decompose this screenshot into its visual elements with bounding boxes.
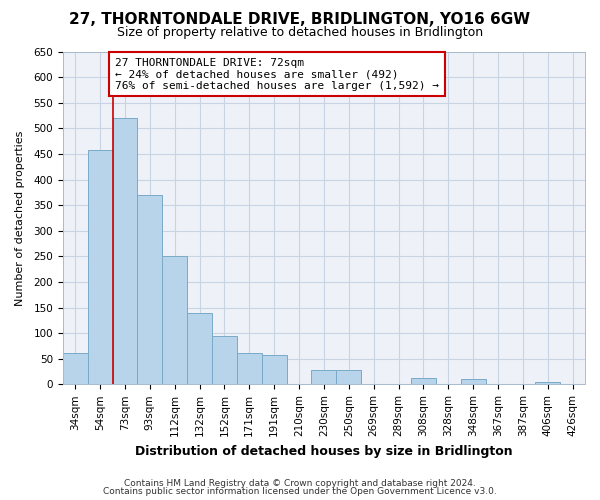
Text: Contains HM Land Registry data © Crown copyright and database right 2024.: Contains HM Land Registry data © Crown c… [124,478,476,488]
Bar [237,352,262,384]
Text: Contains public sector information licensed under the Open Government Licence v3: Contains public sector information licen… [103,487,497,496]
Bar [88,150,113,384]
Bar [187,312,212,384]
Text: 27, THORNTONDALE DRIVE, BRIDLINGTON, YO16 6GW: 27, THORNTONDALE DRIVE, BRIDLINGTON, YO1… [70,12,530,28]
Bar [262,354,287,384]
X-axis label: Distribution of detached houses by size in Bridlington: Distribution of detached houses by size … [135,444,513,458]
Text: 27 THORNTONDALE DRIVE: 72sqm
← 24% of detached houses are smaller (492)
76% of s: 27 THORNTONDALE DRIVE: 72sqm ← 24% of de… [115,58,439,91]
Bar [311,370,337,384]
Bar [411,378,436,384]
Bar [461,379,485,384]
Bar [535,382,560,384]
Bar [212,336,237,384]
Bar [137,195,162,384]
Text: Size of property relative to detached houses in Bridlington: Size of property relative to detached ho… [117,26,483,39]
Bar [162,256,187,384]
Y-axis label: Number of detached properties: Number of detached properties [15,130,25,306]
Bar [63,352,88,384]
Bar [113,118,137,384]
Bar [337,370,361,384]
